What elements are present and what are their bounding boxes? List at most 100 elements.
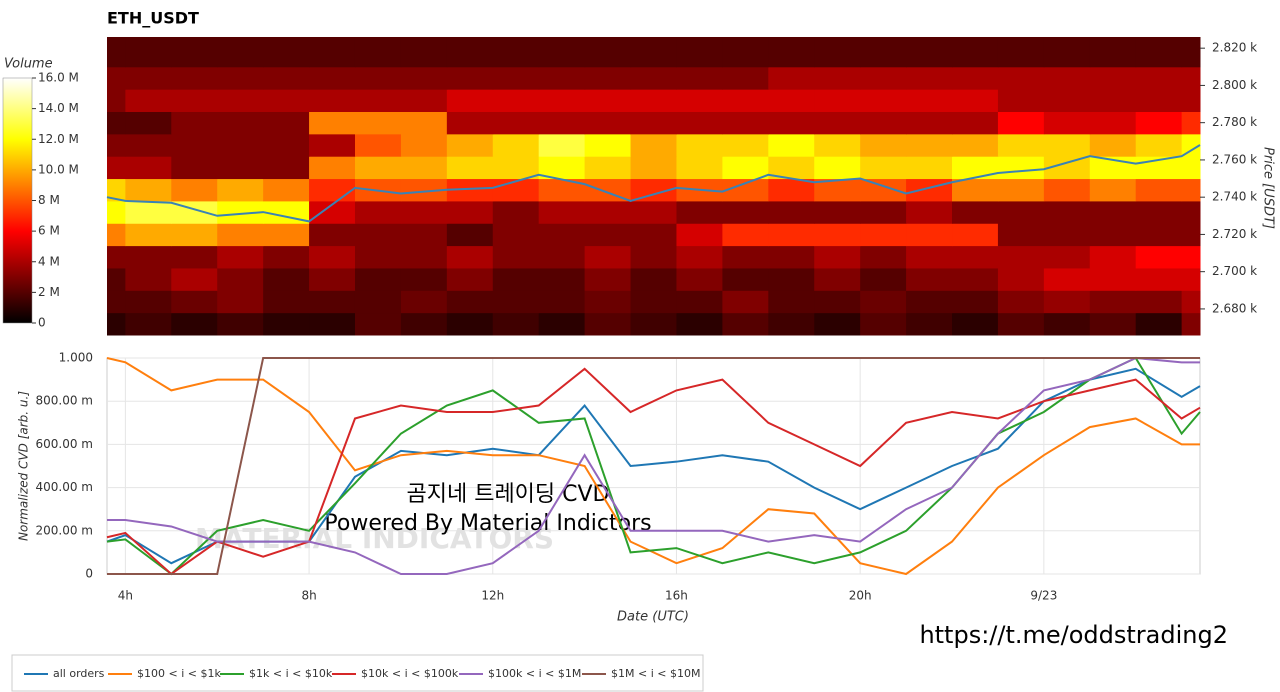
heatmap-cell <box>1181 89 1201 112</box>
heatmap-cell <box>400 156 448 180</box>
heatmap-cell <box>446 66 494 90</box>
heatmap-cell <box>1135 200 1183 224</box>
heatmap-cell <box>676 37 723 68</box>
heatmap-cell <box>860 267 907 291</box>
heatmap-cell <box>1089 290 1137 314</box>
heatmap-cell <box>997 156 1045 180</box>
x-tick-label: 16h <box>665 589 688 603</box>
heatmap-cell <box>768 133 815 157</box>
heatmap-cell <box>492 37 540 68</box>
heatmap-cell <box>997 267 1045 291</box>
heatmap-cell <box>107 66 126 90</box>
heatmap-cell <box>722 133 769 157</box>
heatmap-cell <box>446 245 494 269</box>
heatmap-cell <box>1089 37 1137 68</box>
heatmap-cell <box>860 290 907 314</box>
heatmap-cell <box>217 245 264 269</box>
heatmap-cell <box>400 223 448 247</box>
watermark: Powered By Material Indictors <box>324 511 651 536</box>
heatmap-cell <box>492 66 540 90</box>
heatmap-cell <box>1135 89 1183 112</box>
heatmap-cell <box>952 200 999 224</box>
x-tick-label: 4h <box>118 589 133 603</box>
heatmap-cell <box>676 66 723 90</box>
heatmap-cell <box>860 37 907 68</box>
colorbar-tick-label: 0 <box>38 316 46 330</box>
heatmap-cell <box>768 37 815 68</box>
heatmap-cell <box>814 245 861 269</box>
heatmap-cell <box>446 267 494 291</box>
heatmap-cell <box>722 89 769 112</box>
heatmap-cell <box>309 111 356 135</box>
heatmap-cell <box>952 245 999 269</box>
y-tick-label: 2.800 k <box>1212 78 1257 92</box>
heatmap-cell <box>354 133 402 157</box>
heatmap-cell <box>263 290 310 314</box>
heatmap-cell <box>171 37 218 68</box>
heatmap-cell <box>538 223 586 247</box>
heatmap-cell <box>722 223 769 247</box>
heatmap-cell <box>997 178 1045 202</box>
heatmap-cell <box>217 133 264 157</box>
heatmap-cell <box>107 89 126 112</box>
heatmap-cell <box>107 111 126 135</box>
heatmap-cell <box>860 178 907 202</box>
heatmap-cell <box>125 133 172 157</box>
heatmap-cell <box>997 200 1045 224</box>
heatmap-cell <box>814 200 861 224</box>
heatmap-cell <box>906 223 953 247</box>
heatmap-cell <box>446 37 494 68</box>
heatmap-cell <box>538 156 586 180</box>
heatmap-cell <box>814 89 861 112</box>
heatmap-cell <box>630 245 677 269</box>
heatmap-cell <box>768 267 815 291</box>
heatmap-cell <box>722 66 769 90</box>
heatmap-cell <box>814 178 861 202</box>
heatmap-cell <box>584 37 632 68</box>
heatmap-cell <box>1043 133 1091 157</box>
heatmap-cell <box>446 312 494 336</box>
heatmap-cell <box>814 156 861 180</box>
heatmap-cell <box>107 37 126 68</box>
watermark: 곰지네 트레이딩 CVD <box>406 482 609 507</box>
heatmap-cell <box>107 290 126 314</box>
heatmap-cell <box>263 223 310 247</box>
heatmap-cell <box>1043 290 1091 314</box>
heatmap-cell <box>1043 245 1091 269</box>
heatmap-cell <box>354 245 402 269</box>
heatmap-cell <box>217 312 264 336</box>
heatmap-cell <box>538 200 586 224</box>
heatmap-cell <box>676 290 723 314</box>
heatmap-cell <box>309 267 356 291</box>
heatmap-cell <box>1181 111 1201 135</box>
heatmap-cell <box>722 245 769 269</box>
heatmap-cell <box>217 66 264 90</box>
heatmap-cell <box>538 66 586 90</box>
legend-label: all orders <box>53 667 105 680</box>
legend-label: $100 < i < $1k <box>137 667 221 680</box>
heatmap-cell <box>171 133 218 157</box>
heatmap-cell <box>906 312 953 336</box>
heatmap-cell <box>630 133 677 157</box>
heatmap-cell <box>400 37 448 68</box>
heatmap-cell <box>1089 133 1137 157</box>
heatmap-cell <box>952 290 999 314</box>
heatmap-cell <box>309 156 356 180</box>
heatmap-cell <box>1181 178 1201 202</box>
colorbar-tick-label: 12.0 M <box>38 132 79 146</box>
heatmap-cell <box>107 312 126 336</box>
heatmap-cell <box>538 178 586 202</box>
heatmap-cell <box>125 223 172 247</box>
y-tick-label: 800.00 m <box>36 394 94 408</box>
heatmap-cell <box>768 111 815 135</box>
heatmap-cell <box>354 267 402 291</box>
heatmap-cell <box>676 312 723 336</box>
heatmap-cell <box>1089 200 1137 224</box>
heatmap-cell <box>814 133 861 157</box>
heatmap-cell <box>997 66 1045 90</box>
heatmap-cell <box>1135 267 1183 291</box>
y-tick-label: 400.00 m <box>36 480 94 494</box>
heatmap-cell <box>125 200 172 224</box>
series-line <box>107 356 1200 575</box>
heatmap-cell <box>722 156 769 180</box>
